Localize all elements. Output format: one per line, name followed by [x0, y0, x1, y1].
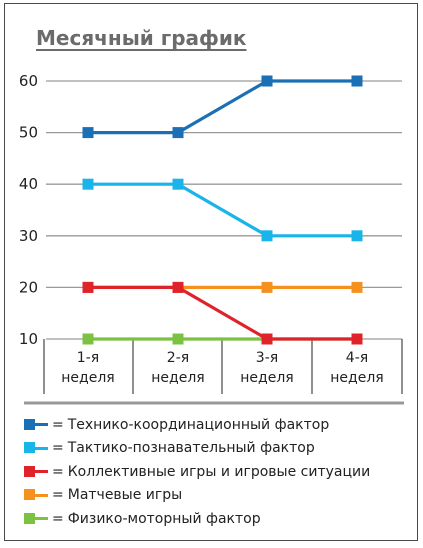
legend-line: [24, 470, 48, 474]
legend-line: [24, 423, 48, 427]
data-point: [261, 230, 273, 242]
legend-swatch: [24, 489, 50, 501]
x-tick-label: 3-я: [256, 350, 278, 366]
legend: = Технико-координационный фактор = Тактико-…: [24, 413, 414, 531]
legend-marker: [24, 418, 35, 430]
legend-item: = Матчевые игры: [24, 484, 414, 508]
x-tick-label: неделя: [151, 370, 204, 386]
data-point: [82, 333, 94, 345]
legend-line: [24, 446, 48, 450]
y-tick-label: 20: [19, 278, 38, 296]
y-tick-label: 60: [19, 72, 38, 90]
y-tick-label: 10: [19, 330, 38, 348]
x-tick-label: 4-я: [346, 350, 368, 366]
data-point: [351, 75, 363, 87]
series-line: [88, 285, 357, 341]
legend-marker: [24, 512, 35, 524]
legend-label: Коллективные игры и игровые ситуации: [67, 463, 371, 480]
data-point: [261, 333, 273, 345]
legend-line: [24, 493, 48, 497]
legend-item: = Технико-координационный фактор: [24, 413, 414, 437]
series-line: [88, 79, 357, 135]
data-point: [172, 127, 184, 139]
legend-label: Матчевые игры: [67, 487, 183, 504]
x-tick-label: неделя: [240, 370, 293, 386]
legend-marker: [24, 465, 35, 477]
data-point: [82, 178, 94, 190]
legend-swatch: [24, 418, 50, 431]
legend-equals: =: [52, 487, 64, 504]
series-lines: [82, 75, 363, 345]
line-chart: 10 20 30 40 50 60 1-я неделя 2-я неделя 3-я неделя…: [19, 72, 404, 405]
chart-frame: [4, 3, 418, 541]
data-point: [261, 281, 273, 293]
y-tick-label: 30: [19, 227, 38, 245]
legend-equals: =: [52, 440, 64, 457]
legend-swatch: [24, 442, 50, 454]
legend-marker: [24, 489, 35, 501]
data-point: [172, 333, 184, 345]
data-point: [351, 333, 363, 345]
legend-item: = Коллективные игры и игровые ситуации: [24, 460, 414, 484]
x-tick-label: 1-я: [77, 350, 99, 366]
y-tick-label: 40: [19, 175, 38, 193]
data-point: [172, 178, 184, 190]
series-0: [82, 75, 363, 139]
legend-item: = Физико-моторный фактор: [24, 507, 414, 531]
data-point: [351, 281, 363, 293]
legend-equals: =: [52, 463, 64, 480]
legend-equals: =: [52, 416, 64, 433]
data-point: [351, 230, 363, 242]
legend-line: [24, 517, 48, 521]
x-axis: 1-я неделя 2-я неделя 3-я неделя 4-я неделя: [24, 339, 404, 405]
data-point: [172, 281, 184, 293]
legend-swatch: [24, 512, 50, 525]
series-1: [82, 178, 363, 242]
x-tick-label: неделя: [330, 370, 383, 386]
x-tick-label: 2-я: [167, 350, 189, 366]
legend-label: Технико-координационный фактор: [67, 416, 330, 433]
series-line: [88, 182, 357, 238]
legend-equals: =: [52, 510, 64, 527]
data-point: [82, 281, 94, 293]
x-tick-label: неделя: [61, 370, 114, 386]
chart-title: Месячный график: [36, 26, 247, 50]
data-point: [261, 75, 273, 87]
y-axis-ticks: 10 20 30 40 50 60: [19, 72, 38, 348]
data-point: [82, 127, 94, 139]
y-tick-label: 50: [19, 124, 38, 142]
legend-item: = Тактико-познавательный фактор: [24, 437, 414, 461]
legend-swatch: [24, 465, 50, 478]
legend-label: Тактико-познавательный фактор: [67, 440, 315, 457]
legend-label: Физико-моторный фактор: [67, 510, 261, 527]
legend-marker: [24, 442, 35, 454]
series-2: [82, 281, 363, 345]
